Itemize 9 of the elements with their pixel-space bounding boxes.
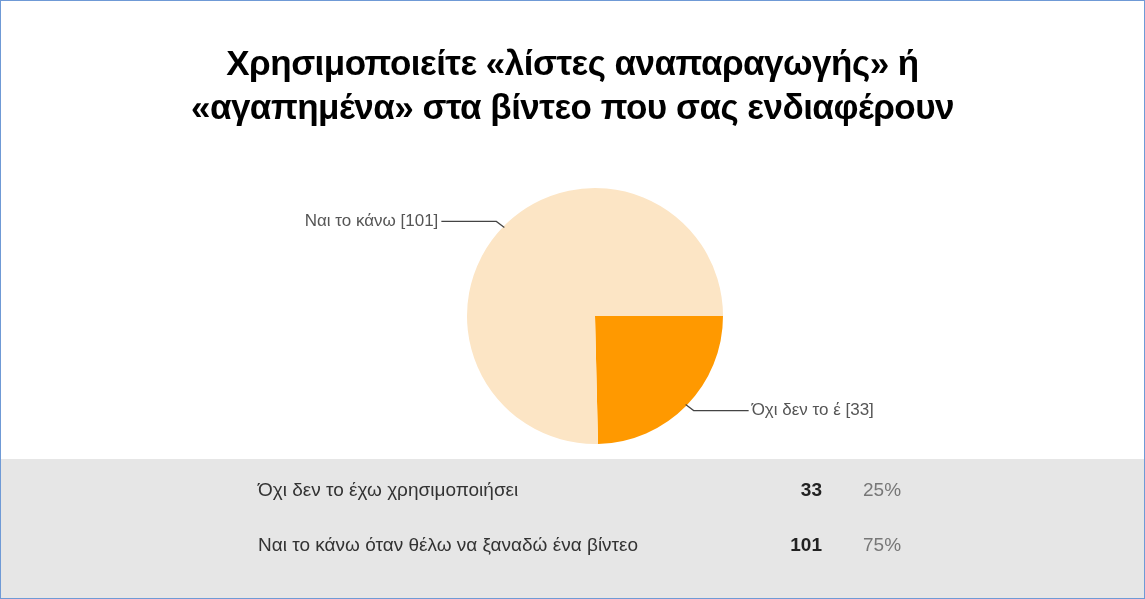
chart-title: Χρησιμοποιείτε «λίστες αναπαραγωγής» ή «αγαπημένα» στα βίντεο που σας ενδιαφέρουν	[189, 42, 956, 128]
text: Όχι δεν το έχω χρησιμοποιήσει	[258, 479, 519, 501]
text: 25%	[863, 479, 902, 501]
slice-label: Ναι το κάνω [101]	[304, 211, 439, 231]
text: 101	[790, 534, 822, 556]
slice-label: Όχι δεν το έ [33]	[750, 400, 874, 420]
text: 75%	[863, 534, 902, 556]
text: Ναι το κάνω όταν θέλω να ξαναδώ ένα βίντεο	[258, 534, 639, 556]
text: 33	[800, 479, 822, 501]
